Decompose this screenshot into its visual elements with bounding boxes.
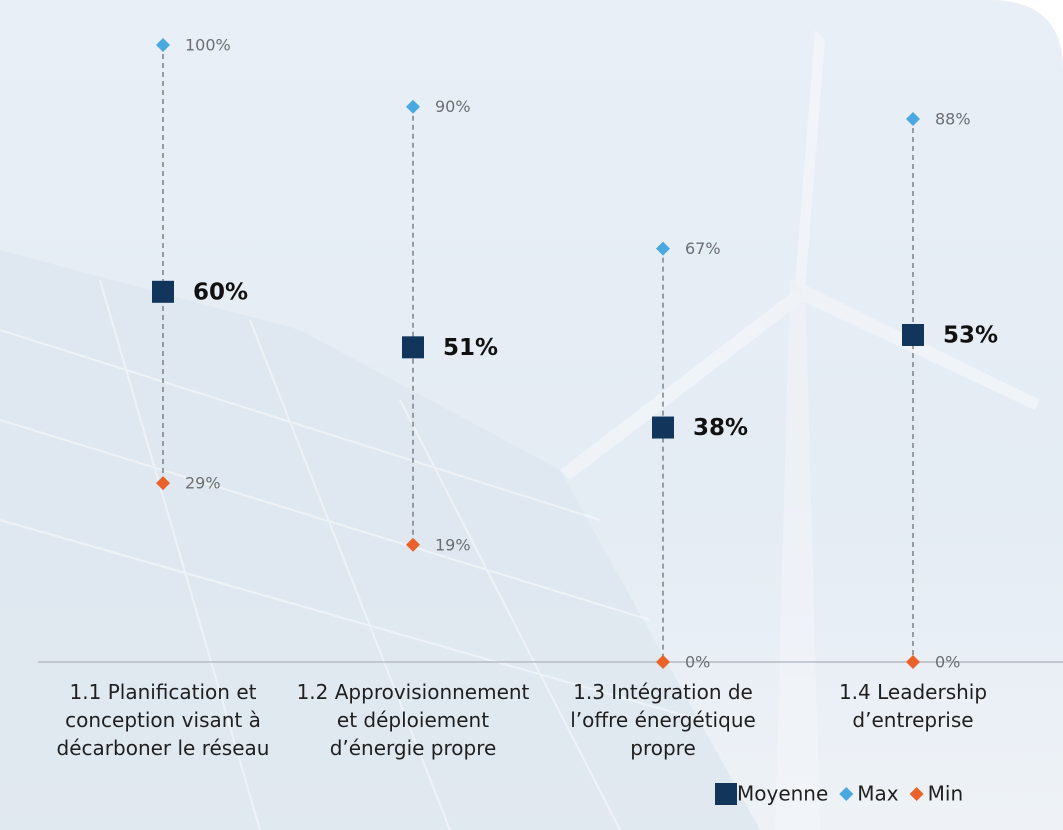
data-label: 0% — [935, 653, 960, 672]
panel-grid — [0, 279, 701, 830]
mean-marker — [902, 323, 924, 346]
data-label: 53% — [943, 322, 998, 348]
wind-turbine — [560, 30, 1040, 830]
data-label: 29% — [185, 474, 221, 493]
data-label: 38% — [693, 415, 748, 441]
data-label: 88% — [935, 110, 971, 129]
data-label: 60% — [193, 279, 248, 305]
data-label: 90% — [435, 97, 471, 116]
range-marker — [156, 38, 170, 52]
data-label: 0% — [685, 653, 710, 672]
legend: Moyenne Max Min — [715, 782, 963, 806]
range-marker — [906, 655, 920, 669]
mean-marker — [152, 280, 174, 303]
range-marker — [656, 241, 670, 256]
data-label: 100% — [185, 36, 231, 55]
data-label: 51% — [443, 335, 498, 361]
range-marker — [156, 476, 170, 491]
legend-marker — [715, 783, 737, 805]
legend-label: Max — [857, 782, 899, 806]
x-tick-label: 1.2 Approvisionnement et déploiement d’é… — [296, 680, 530, 760]
range-marker — [906, 112, 920, 127]
data-label: 19% — [435, 535, 471, 554]
x-tick-label: 1.1 Planification et conception visant à… — [56, 680, 270, 760]
legend-label: Moyenne — [737, 782, 828, 806]
mean-marker — [402, 336, 424, 359]
mean-marker — [652, 416, 674, 439]
legend-marker — [909, 787, 924, 801]
range-marker — [406, 537, 420, 552]
range-marker — [406, 99, 420, 114]
legend-marker — [839, 787, 854, 801]
range-marker — [656, 655, 670, 669]
x-tick-label: 1.4 Leadership d’entreprise — [838, 680, 988, 732]
data-label: 67% — [685, 239, 721, 258]
legend-label: Min — [928, 782, 964, 806]
solar-panel — [0, 250, 760, 830]
x-tick-label: 1.3 Intégration de l’offre énergétique p… — [570, 680, 756, 760]
